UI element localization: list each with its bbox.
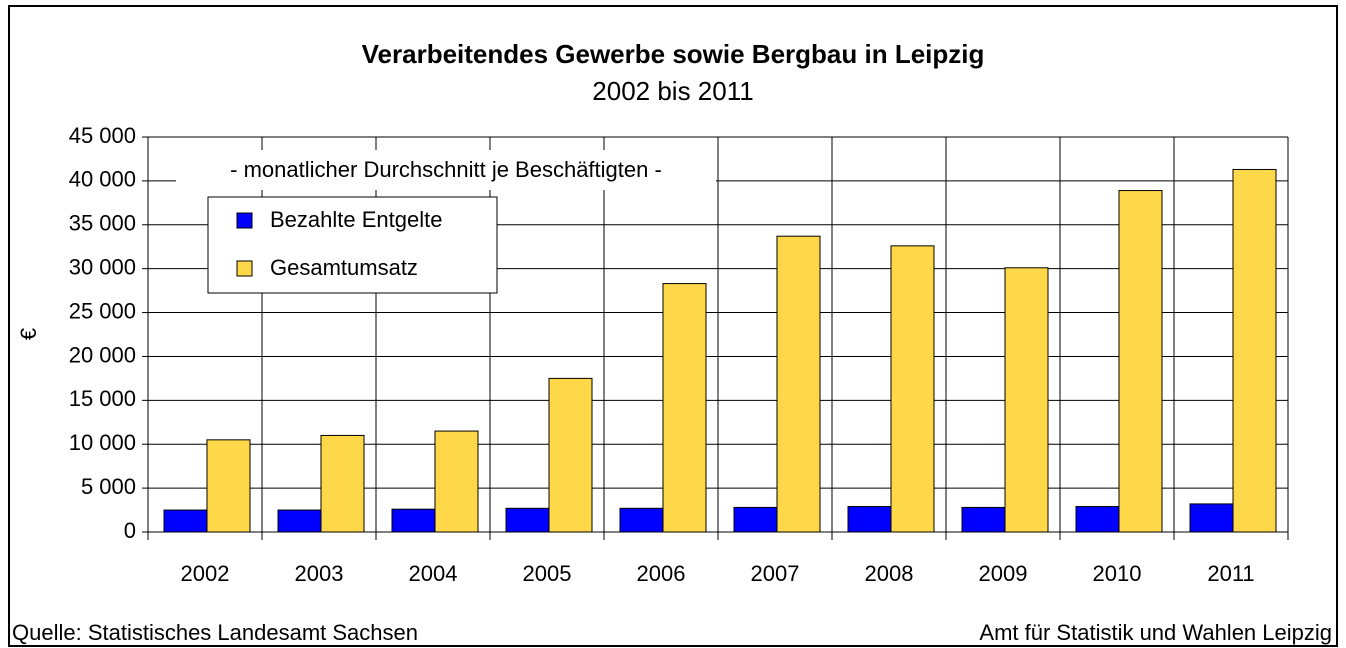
bar bbox=[961, 506, 1006, 533]
bar bbox=[776, 235, 821, 533]
bar bbox=[206, 439, 251, 533]
credit: Amt für Statistik und Wahlen Leipzig bbox=[979, 620, 1332, 645]
x-tick-label: 2005 bbox=[523, 561, 572, 586]
bar bbox=[548, 377, 593, 533]
bar bbox=[391, 508, 436, 533]
bar bbox=[1232, 168, 1277, 533]
chart-title: Verarbeitendes Gewerbe sowie Bergbau in … bbox=[362, 39, 985, 69]
y-axis-label: € bbox=[16, 328, 41, 340]
x-tick-label: 2007 bbox=[751, 561, 800, 586]
y-tick-label: 15 000 bbox=[69, 386, 136, 411]
bar bbox=[733, 506, 778, 533]
y-tick-label: 20 000 bbox=[69, 342, 136, 367]
bar bbox=[277, 509, 322, 533]
x-tick-label: 2009 bbox=[979, 561, 1028, 586]
y-tick-label: 5 000 bbox=[81, 474, 136, 499]
annotation: - monatlicher Durchschnitt je Beschäftig… bbox=[230, 157, 662, 182]
bar bbox=[1075, 506, 1120, 533]
source: Quelle: Statistisches Landesamt Sachsen bbox=[12, 620, 418, 645]
x-tick-label: 2004 bbox=[409, 561, 458, 586]
chart-subtitle: 2002 bis 2011 bbox=[592, 76, 753, 106]
bar bbox=[1004, 267, 1049, 533]
bar bbox=[1189, 503, 1234, 533]
legend-label: Bezahlte Entgelte bbox=[270, 207, 442, 232]
x-tick-label: 2003 bbox=[295, 561, 344, 586]
bar bbox=[320, 434, 365, 533]
x-tick-label: 2006 bbox=[637, 561, 686, 586]
y-tick-label: 10 000 bbox=[69, 430, 136, 455]
legend-swatch bbox=[236, 212, 253, 229]
bar bbox=[619, 507, 664, 533]
y-tick-label: 35 000 bbox=[69, 211, 136, 236]
legend-label: Gesamtumsatz bbox=[270, 255, 418, 280]
y-tick-label: 30 000 bbox=[69, 254, 136, 279]
bar bbox=[662, 283, 707, 533]
x-tick-label: 2008 bbox=[865, 561, 914, 586]
x-tick-label: 2002 bbox=[181, 561, 230, 586]
bar bbox=[1118, 190, 1163, 533]
y-tick-label: 40 000 bbox=[69, 167, 136, 192]
y-tick-label: 25 000 bbox=[69, 298, 136, 323]
legend-box bbox=[207, 196, 498, 294]
bar bbox=[847, 506, 892, 533]
annotation-box bbox=[176, 150, 716, 190]
x-tick-label: 2010 bbox=[1093, 561, 1142, 586]
bar bbox=[505, 507, 550, 533]
x-tick-label: 2011 bbox=[1207, 561, 1254, 586]
bar bbox=[163, 509, 208, 533]
legend-swatch bbox=[236, 260, 253, 277]
bar bbox=[890, 245, 935, 533]
y-tick-label: 45 000 bbox=[69, 123, 136, 148]
y-tick-label: 0 bbox=[124, 518, 136, 543]
bar bbox=[434, 430, 479, 533]
